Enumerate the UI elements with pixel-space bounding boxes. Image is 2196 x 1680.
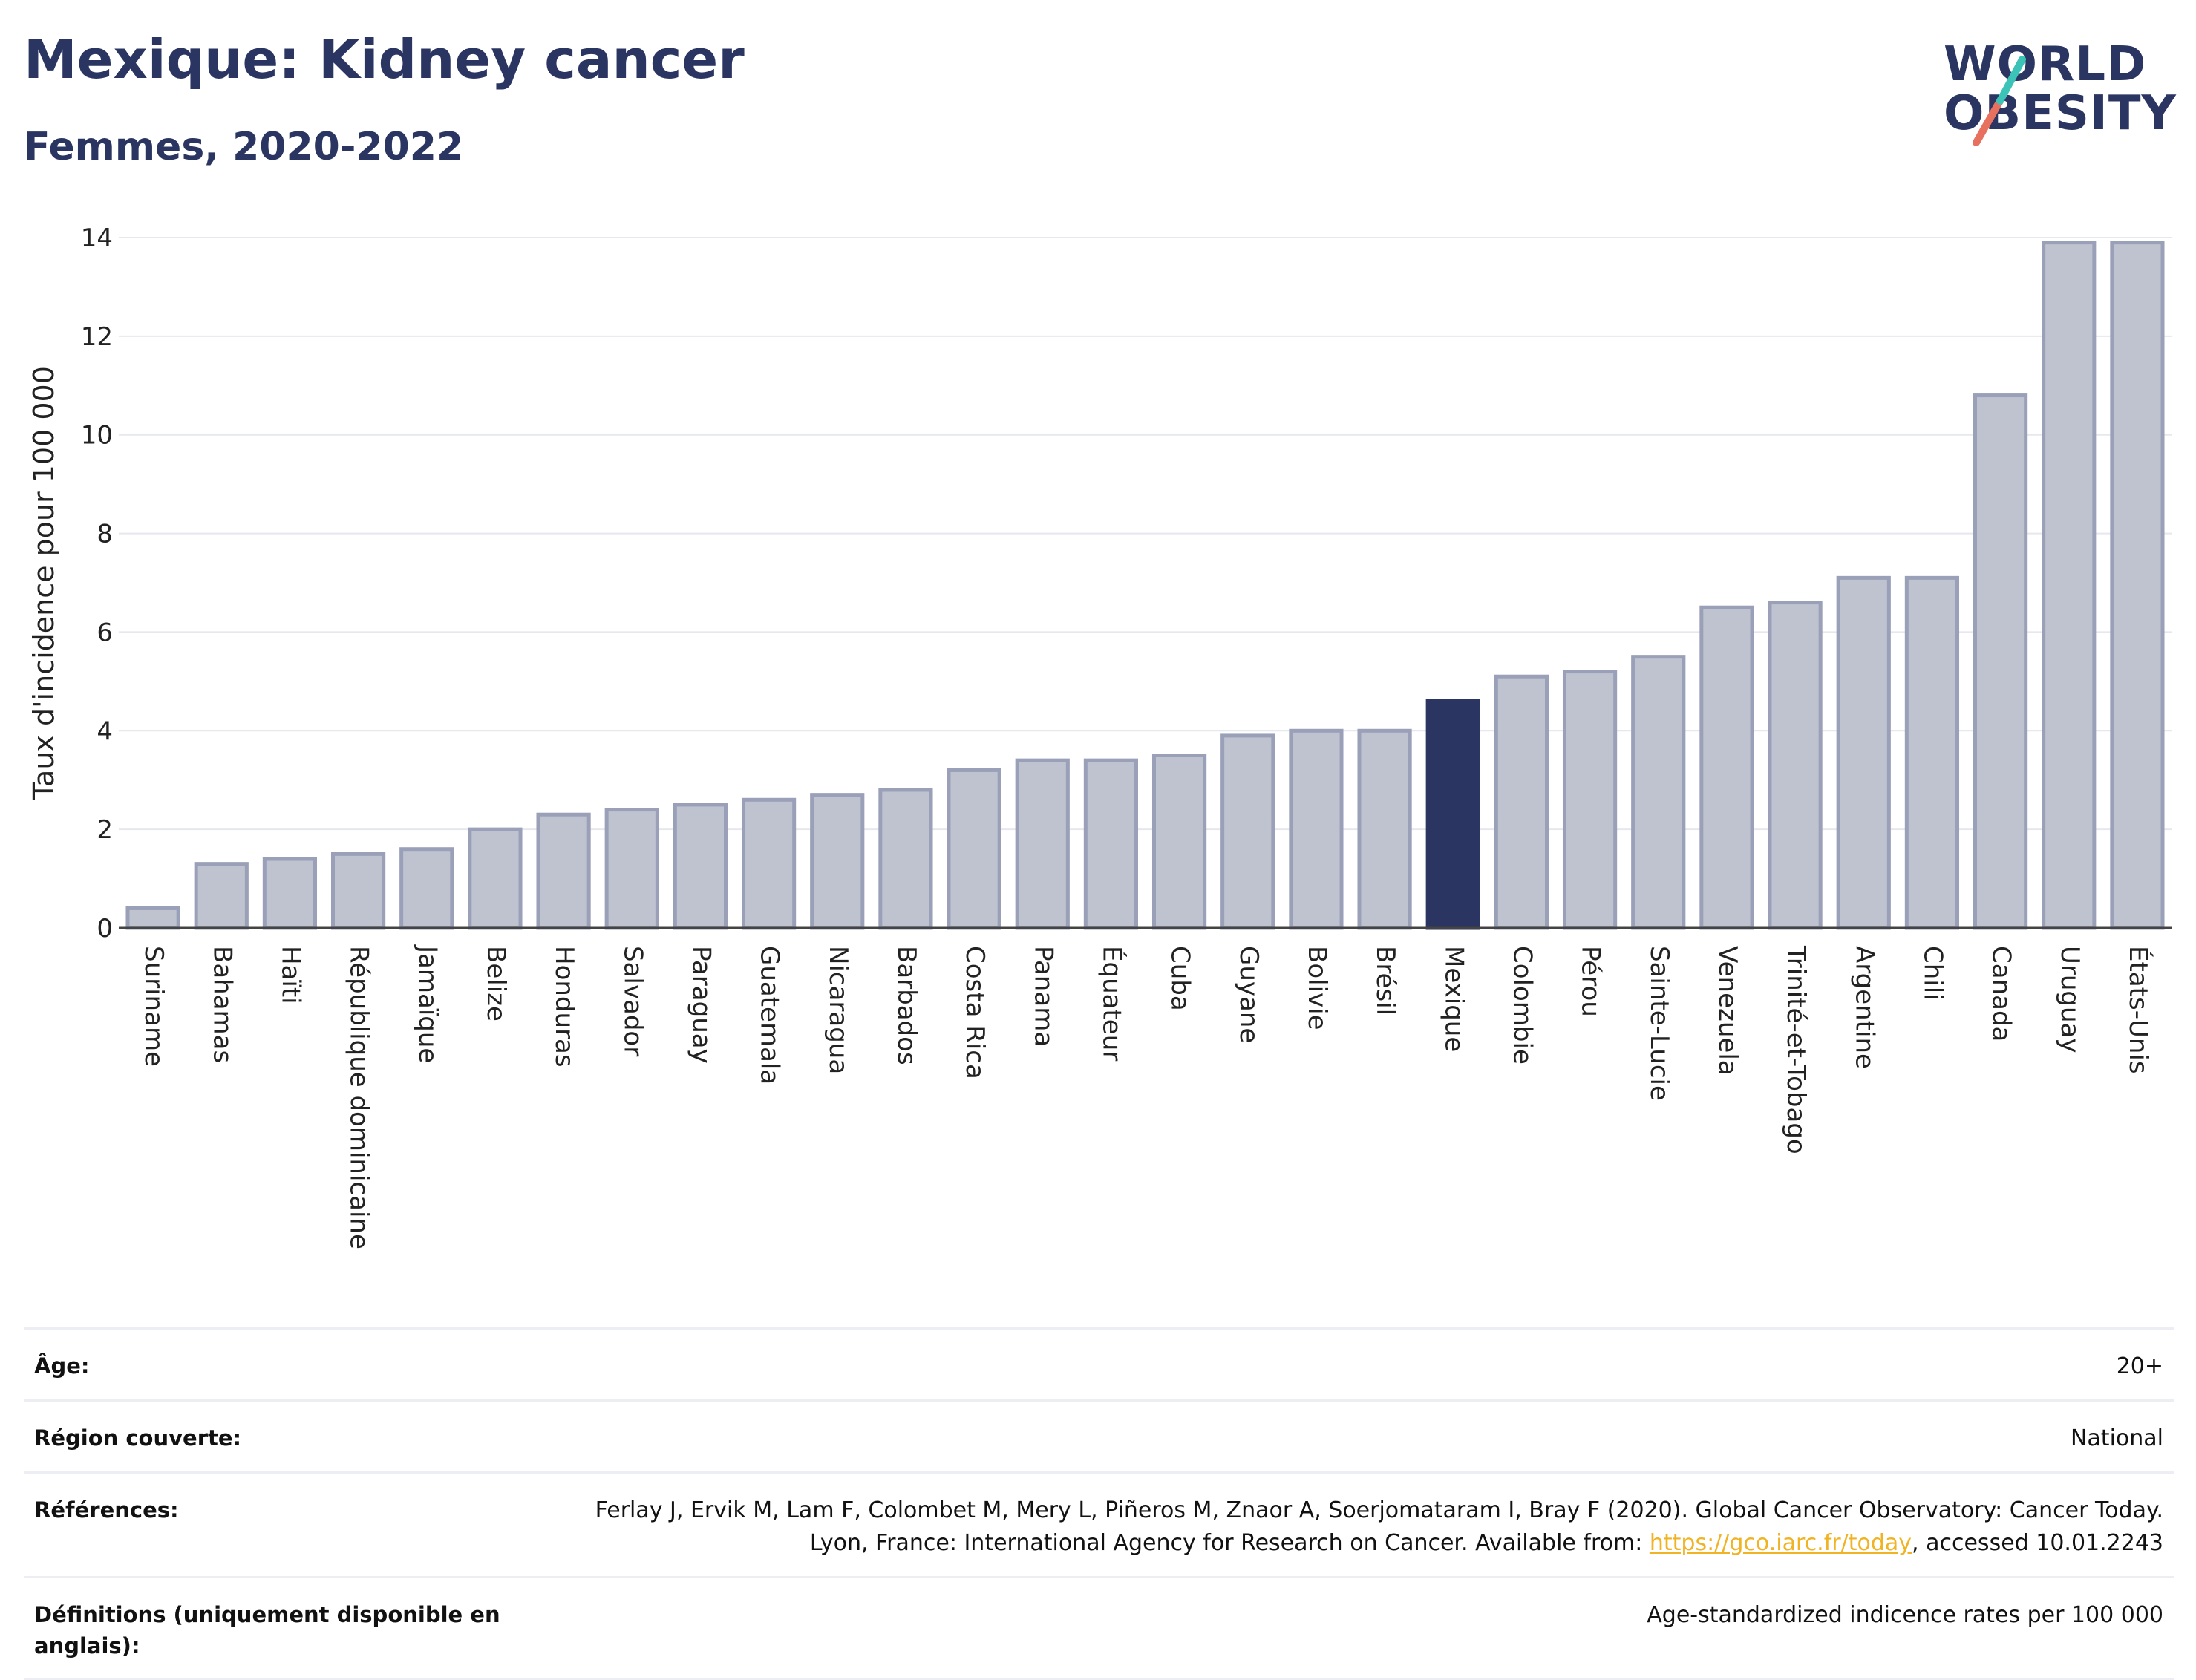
bar-1: [194, 862, 249, 930]
bar-26: [1904, 575, 1960, 930]
y-tick-label: 0: [97, 914, 113, 944]
info-row-region: Région couverte: National: [24, 1399, 2174, 1471]
world-obesity-logo: WORLD OBESITY: [1923, 30, 2190, 163]
page-subtitle: Femmes, 2020-2022: [24, 125, 464, 169]
y-tick-label: 14: [81, 223, 113, 253]
bar-25: [1836, 575, 1891, 930]
x-tick-label: Haïti: [275, 946, 305, 1004]
references-text: Ferlay J, Ervik M, Lam F, Colombet M, Me…: [595, 1497, 2163, 1556]
info-row-definitions: Définitions (uniquement disponible en an…: [24, 1576, 2174, 1680]
age-value: 20+: [2116, 1353, 2163, 1379]
bar-chart: 0 2 4 6 8 10 12 14 Taux d'incidence pour 100 000…: [27, 223, 2172, 1249]
bar-2: [262, 857, 318, 930]
bar-9: [741, 797, 797, 930]
bar-8: [673, 803, 728, 930]
y-tick-label: 4: [97, 716, 113, 746]
x-tick-label: Brésil: [1370, 946, 1400, 1016]
x-tick-label: Équateur: [1097, 946, 1127, 1061]
bar-6: [536, 812, 591, 930]
bar-15: [1151, 754, 1207, 930]
references-accessed: , accessed 10.01.2243: [1912, 1530, 2163, 1556]
x-tick-label: Canada: [1987, 946, 2016, 1042]
y-axis-label: Taux d'incidence pour 100 000: [27, 366, 60, 800]
x-tick-label: Jamaïque: [413, 944, 442, 1063]
x-tick-label: Chili: [1918, 946, 1947, 1001]
bar-18: [1357, 728, 1412, 930]
bar-3: [330, 852, 386, 930]
info-row-age: Âge: 20+: [24, 1327, 2174, 1399]
definitions-label: Définitions (uniquement disponible en an…: [34, 1602, 500, 1658]
x-tick-label: Mexique: [1439, 946, 1468, 1052]
x-tick-label: Bahamas: [207, 946, 237, 1063]
x-tick-label: Guyane: [1234, 946, 1264, 1043]
x-tick-label: Venezuela: [1713, 946, 1742, 1076]
info-row-references: Références: Ferlay J, Ervik M, Lam F, Co…: [24, 1471, 2174, 1576]
x-tick-label: République dominicaine: [344, 946, 374, 1249]
references-value: Ferlay J, Ervik M, Lam F, Colombet M, Me…: [560, 1494, 2163, 1560]
x-tick-label: Belize: [481, 946, 511, 1022]
region-value: National: [2070, 1425, 2163, 1451]
bar-20: [1494, 674, 1549, 930]
age-label: Âge:: [34, 1353, 90, 1379]
bar-24: [1768, 601, 1823, 930]
x-tick-label: Nicaragua: [823, 946, 853, 1074]
bar-5: [468, 827, 523, 930]
x-tick-label: Trinité-et-Tobago: [1781, 945, 1811, 1154]
bar-23: [1699, 605, 1754, 930]
y-tick-label: 6: [97, 618, 113, 647]
bar-7: [604, 808, 659, 930]
x-tick-label: Bolivie: [1302, 946, 1332, 1030]
bar-14: [1083, 758, 1139, 930]
x-tick-label: Guatemala: [755, 946, 785, 1085]
bar-4: [399, 847, 454, 930]
logo-line-1: WORLD: [1944, 37, 2147, 92]
x-tick-label: Paraguay: [686, 946, 716, 1064]
x-tick-label: Salvador: [618, 946, 647, 1056]
x-tick-label: Costa Rica: [960, 946, 990, 1079]
x-tick-label: États-Unis: [2123, 946, 2154, 1074]
bar-0: [125, 906, 180, 930]
x-tick-label: Honduras: [549, 946, 579, 1068]
bar-17: [1289, 728, 1344, 930]
x-tick-label: Uruguay: [2055, 946, 2085, 1053]
bar-22: [1631, 655, 1686, 930]
x-tick-label: Sainte-Lucie: [1644, 946, 1674, 1101]
page-title: Mexique: Kidney cancer: [24, 28, 745, 91]
bar-21: [1562, 670, 1618, 930]
x-tick-label: Barbados: [892, 946, 921, 1065]
x-tick-label: Argentine: [1849, 946, 1879, 1069]
x-tick-label: Suriname: [139, 946, 169, 1067]
x-tick-label: Colombie: [1507, 946, 1537, 1065]
bar-16: [1220, 733, 1275, 930]
definitions-value: Age-standardized indicence rates per 100…: [1647, 1602, 2163, 1628]
y-tick-label: 2: [97, 815, 113, 845]
x-tick-label: Pérou: [1576, 946, 1606, 1017]
bar-19: [1425, 699, 1480, 930]
references-link[interactable]: https://gco.iarc.fr/today: [1649, 1530, 1912, 1556]
x-tick-label: Panama: [1028, 946, 1058, 1047]
bar-28: [2042, 241, 2097, 930]
bar-13: [1015, 758, 1070, 930]
y-tick-label: 12: [81, 322, 113, 352]
bar-11: [878, 788, 933, 930]
logo-slash-icon: [1973, 56, 2026, 146]
bar-12: [947, 768, 1001, 930]
y-tick-label: 10: [81, 421, 113, 451]
bar-27: [1973, 393, 2028, 930]
y-tick-label: 8: [97, 520, 113, 549]
bar-10: [810, 793, 865, 930]
region-label: Région couverte:: [34, 1425, 242, 1451]
bar-29: [2110, 241, 2165, 930]
x-tick-label: Cuba: [1166, 946, 1195, 1011]
info-table: Âge: 20+ Région couverte: National Référ…: [24, 1327, 2174, 1680]
references-label: Références:: [34, 1497, 179, 1523]
